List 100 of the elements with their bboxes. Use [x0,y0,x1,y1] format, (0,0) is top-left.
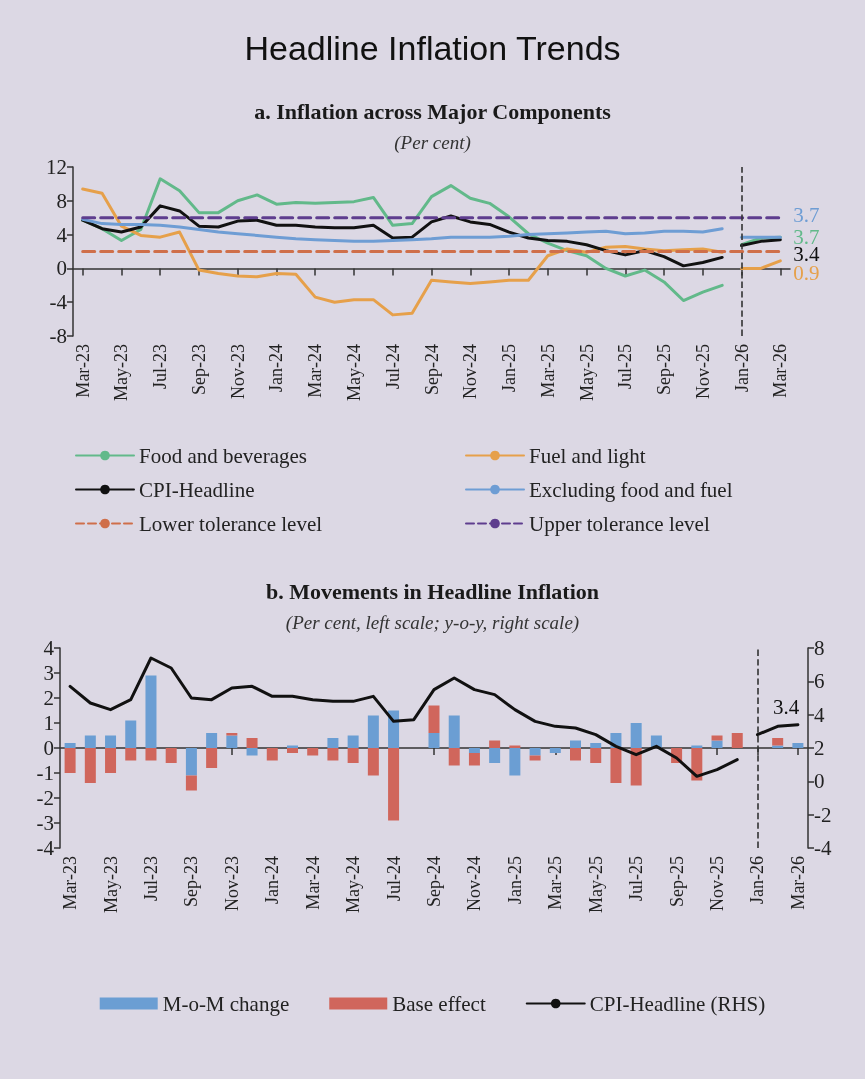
x-tick-label: Nov-25 [692,344,713,399]
bar [145,748,157,761]
x-tick-label: Mar-25 [545,856,566,910]
y2-tick-label: 8 [814,636,825,660]
x-tick-label: Jul-25 [615,344,636,389]
bar [428,705,440,733]
legend-label: CPI-Headline (RHS) [589,991,766,1016]
bar [509,748,521,776]
y-tick-label: 4 [43,636,55,660]
x-tick-label: Sep-24 [424,856,444,907]
x-tick-label: Jan-24 [266,344,287,392]
bar [711,735,723,741]
bar [185,775,197,791]
legend-label: Food and beverages [139,443,307,468]
bar [105,748,117,773]
x-tick-label: Jan-24 [262,856,283,904]
legend-label: Base effect [392,991,486,1016]
x-tick-label: Jul-23 [140,856,161,901]
x-tick-label: Jan-26 [731,344,752,392]
legend-label: Upper tolerance level [529,511,710,536]
text: Headline Inflation Trends [244,29,621,67]
bar [529,755,541,761]
x-tick-label: May-25 [585,856,606,913]
y2-tick-label: 0 [814,769,825,794]
legend-label: Lower tolerance level [139,511,323,536]
bar [64,748,76,773]
bar [226,733,238,736]
bar [226,735,238,748]
x-tick-label: Sep-25 [666,856,687,907]
y-tick-label: 1 [43,711,54,735]
bar [266,748,278,761]
x-tick-label: Mar-26 [787,856,808,910]
bar [347,748,359,763]
bar [428,733,440,748]
bar [84,735,96,748]
bar [468,748,480,753]
y-tick-label: -4 [36,836,55,860]
x-tick-label: Mar-25 [537,344,558,398]
x-tick-label: May-24 [343,856,364,913]
data-label: 0.9 [793,260,820,285]
y-tick-label: 0 [43,736,54,760]
x-tick-label: Nov-25 [707,856,728,911]
legend-label: Excluding food and fuel [529,477,733,502]
bar [630,723,642,748]
bar [327,748,339,761]
bar [711,740,723,748]
chart-subtitle: (Per cent) [394,132,471,154]
bar [570,748,582,761]
x-tick-label: Sep-23 [181,856,202,907]
y2-tick-label: 4 [814,702,825,727]
bar [145,675,157,748]
y-tick-label: -8 [49,324,67,348]
x-tick-label: Sep-23 [188,344,209,395]
bar [206,748,218,768]
legend-label: Fuel and light [529,443,646,468]
bar [105,735,117,748]
x-tick-label: Mar-24 [302,856,323,910]
line-series [81,204,724,268]
line-series [68,656,739,778]
y-tick-label: -1 [36,761,54,785]
bar [125,748,137,761]
bar [489,740,501,748]
bar [448,715,460,748]
x-tick-label: Mar-26 [770,344,791,398]
legend-label: M-o-M change [162,991,290,1016]
y-tick-label: 12 [46,155,67,179]
x-tick-label: Nov-23 [227,344,248,399]
bar [286,748,298,753]
bar [64,743,76,748]
bar [84,748,96,783]
bar [388,748,400,821]
data-label: 3.7 [793,203,820,228]
x-tick-label: Jul-23 [150,344,171,389]
y2-tick-label: -2 [814,802,832,827]
y-tick-label: 0 [56,256,67,281]
bar [731,733,743,748]
x-tick-label: May-23 [100,856,121,913]
y-tick-label: 2 [43,686,54,710]
x-tick-label: May-25 [576,344,597,401]
y-tick-label: -3 [36,811,54,835]
bar [570,740,582,748]
x-tick-label: May-23 [111,344,132,401]
chart-title: b. Movements in Headline Inflation [265,578,600,604]
bar [590,748,602,763]
x-tick-label: Jul-24 [382,344,403,389]
bar [549,748,561,753]
x-tick-label: Nov-23 [221,856,242,911]
y-tick-label: 8 [56,188,67,213]
x-tick-label: Jan-25 [499,344,520,392]
bar [367,748,379,776]
y-tick-label: -4 [49,290,68,315]
bar [185,748,197,776]
bar [529,748,541,756]
x-tick-label: Mar-24 [305,344,326,398]
bar [246,748,258,756]
bar [590,743,602,748]
x-tick-label: Mar-23 [72,344,93,398]
x-tick-label: Jan-26 [747,856,768,904]
bar [165,748,177,763]
x-tick-label: Jul-24 [383,856,404,901]
